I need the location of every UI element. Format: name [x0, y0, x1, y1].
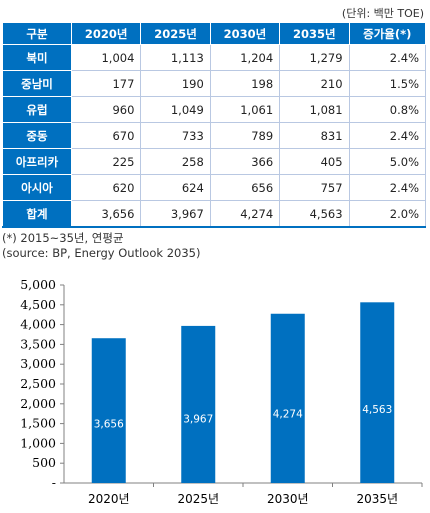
row-label: 유럽: [1, 96, 73, 123]
header-cell: 2035년: [279, 22, 350, 45]
y-tick-label: 3,500: [20, 336, 56, 351]
row-label: 아시아: [1, 174, 73, 201]
table-cell: 1,004: [71, 44, 142, 71]
table-cell: 2.0%: [348, 200, 427, 228]
table-cell: 1,061: [209, 96, 281, 123]
table-cell: 757: [279, 174, 350, 201]
x-tick-label: 2035년: [356, 492, 398, 506]
y-tick-label: 1,000: [20, 435, 56, 450]
table-header-row: 구분 2020년 2025년 2030년 2035년 증가율(*): [1, 22, 427, 45]
table-cell: 177: [71, 70, 142, 97]
data-label: 4,274: [273, 409, 303, 421]
data-label: 4,563: [362, 404, 392, 416]
y-tick-label: -: [52, 475, 56, 490]
table-cell: 258: [140, 148, 211, 175]
table-cell: 3,656: [71, 200, 142, 228]
table-cell: 1,113: [140, 44, 211, 71]
table-row: 아프리카 225 258 366 405 5.0%: [1, 148, 427, 175]
table-cell: 733: [140, 122, 211, 149]
table-row: 중동 670 733 789 831 2.4%: [1, 122, 427, 149]
bar: [91, 338, 126, 483]
table-cell: 789: [209, 122, 281, 149]
table-cell: 670: [71, 122, 142, 149]
table-row: 유럽 960 1,049 1,061 1,081 0.8%: [1, 96, 427, 123]
header-cell: 2030년: [209, 22, 281, 45]
table-cell: 4,563: [279, 200, 350, 228]
table-row: 중남미 177 190 198 210 1.5%: [1, 70, 427, 97]
table-cell: 2.4%: [348, 122, 427, 149]
row-label: 중동: [1, 122, 73, 149]
row-label: 아프리카: [1, 148, 73, 175]
table-cell: 960: [71, 96, 142, 123]
table-cell: 831: [279, 122, 350, 149]
table-cell: 620: [71, 174, 142, 201]
header-cell: 2020년: [71, 22, 142, 45]
header-cell: 증가율(*): [348, 22, 427, 45]
table-cell: 624: [140, 174, 211, 201]
table-cell: 656: [209, 174, 281, 201]
table-cell: 2.4%: [348, 174, 427, 201]
table-cell: 0.8%: [348, 96, 427, 123]
row-label: 중남미: [1, 70, 73, 97]
table-cell: 3,967: [140, 200, 211, 228]
data-label: 3,967: [183, 414, 213, 426]
table-cell: 1,279: [279, 44, 350, 71]
x-tick-label: 2030년: [267, 492, 309, 506]
bar: [360, 302, 395, 483]
y-tick-label: 2,500: [20, 376, 56, 391]
table-cell: 4,274: [209, 200, 281, 228]
total-row: 합계 3,656 3,967 4,274 4,563 2.0%: [1, 200, 427, 228]
notes: (*) 2015~35년, 연평균 (source: BP, Energy Ou…: [2, 231, 200, 261]
table-cell: 366: [209, 148, 281, 175]
energy-table: 구분 2020년 2025년 2030년 2035년 증가율(*) 북미 1,0…: [1, 22, 427, 228]
data-label: 3,656: [94, 419, 124, 431]
table-cell: 210: [279, 70, 350, 97]
row-label: 합계: [1, 200, 73, 228]
y-tick-label: 3,000: [20, 356, 56, 371]
y-tick-label: 4,500: [20, 297, 56, 312]
header-cell: 구분: [1, 22, 73, 45]
table-cell: 405: [279, 148, 350, 175]
table-cell: 1.5%: [348, 70, 427, 97]
table-cell: 225: [71, 148, 142, 175]
y-tick-label: 2,000: [20, 396, 56, 411]
table-row: 아시아 620 624 656 757 2.4%: [1, 174, 427, 201]
y-tick-label: 1,500: [20, 416, 56, 431]
table-cell: 1,081: [279, 96, 350, 123]
table-cell: 1,049: [140, 96, 211, 123]
table-cell: 198: [209, 70, 281, 97]
y-tick-label: 500: [32, 455, 56, 470]
bar: [270, 313, 305, 483]
bar-chart: - 500 1,000 1,500 2,000 2,500 3,000 3,500 4,000 4…: [20, 277, 423, 506]
unit-note: (단위: 백만 TOE): [341, 7, 424, 20]
table-cell: 190: [140, 70, 211, 97]
table-cell: 1,204: [209, 44, 281, 71]
source-note: (source: BP, Energy Outlook 2035): [2, 246, 201, 260]
x-tick-label: 2020년: [88, 492, 130, 506]
table-cell: 5.0%: [348, 148, 427, 175]
header-cell: 2025년: [140, 22, 211, 45]
x-tick-label: 2025년: [177, 492, 219, 506]
footnote: (*) 2015~35년, 연평균: [2, 231, 124, 245]
bar: [181, 325, 216, 483]
table-row: 북미 1,004 1,113 1,204 1,279 2.4%: [1, 44, 427, 71]
y-tick-label: 5,000: [20, 277, 56, 292]
y-tick-label: 4,000: [20, 317, 56, 332]
row-label: 북미: [1, 44, 73, 71]
table-cell: 2.4%: [348, 44, 427, 71]
